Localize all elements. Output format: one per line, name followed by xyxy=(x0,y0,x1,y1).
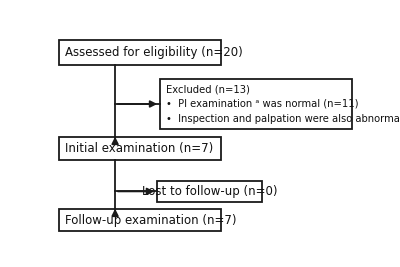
Text: Initial examination (n=7): Initial examination (n=7) xyxy=(65,142,213,155)
FancyBboxPatch shape xyxy=(160,79,352,129)
Text: Excluded (n=13)
•  PI examination ᵃ was normal (n=11)
•  Inspection and palpatio: Excluded (n=13) • PI examination ᵃ was n… xyxy=(166,84,400,124)
FancyBboxPatch shape xyxy=(59,137,220,159)
Text: Assessed for eligibility (n=20): Assessed for eligibility (n=20) xyxy=(65,46,243,59)
FancyBboxPatch shape xyxy=(59,40,220,65)
FancyBboxPatch shape xyxy=(59,209,220,231)
Text: Lost to follow-up (n=0): Lost to follow-up (n=0) xyxy=(142,185,278,198)
FancyBboxPatch shape xyxy=(157,181,262,202)
Text: Follow-up examination (n=7): Follow-up examination (n=7) xyxy=(65,214,236,227)
